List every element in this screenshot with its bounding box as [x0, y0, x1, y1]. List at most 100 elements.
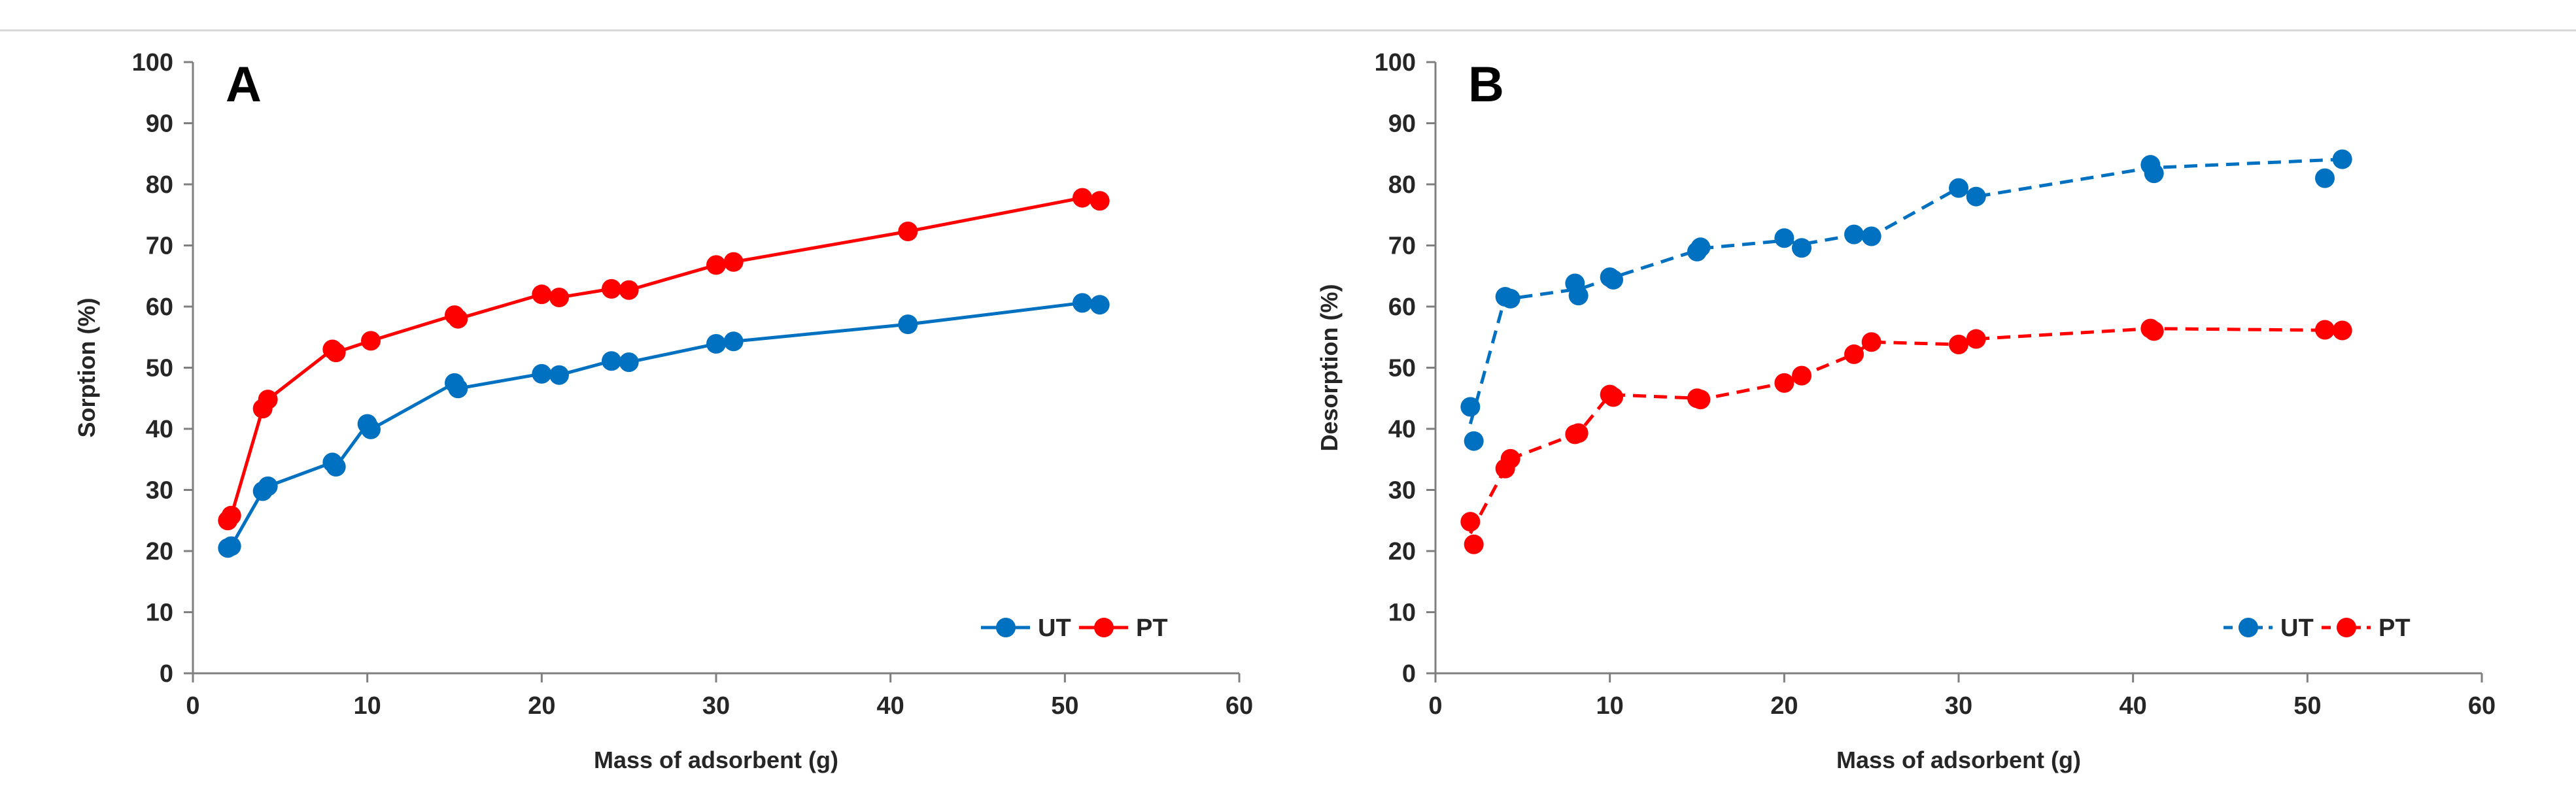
chart-a-series-ut-point	[221, 536, 241, 556]
chart-b-series-ut-line	[1468, 158, 2343, 425]
chart-b-x-tick-label: 50	[2293, 692, 2321, 720]
chart-b-y-tick-label: 90	[1388, 110, 1416, 138]
chart-b-series-ut-point	[1464, 431, 1484, 451]
chart-a-series-pt-line	[226, 196, 1101, 522]
chart-a-legend-pt-marker	[1094, 618, 1114, 637]
chart-b-y-tick-label: 60	[1388, 294, 1416, 321]
chart-b-y-tick-label: 40	[1388, 416, 1416, 443]
chart-b-x-axis-title: Mass of adsorbent (g)	[1836, 747, 2081, 773]
chart-a-y-tick-label: 20	[146, 538, 173, 565]
chart-b-x-tick-label: 30	[1945, 692, 1972, 720]
chart-a-series-pt-point	[549, 287, 569, 307]
chart-a-series-ut-point	[619, 352, 639, 373]
chart-b-series-pt-point	[2315, 320, 2335, 340]
chart-b-y-tick-label: 0	[1402, 660, 1416, 688]
chart-a-series-ut-point	[898, 314, 918, 335]
chart-a-legend-ut-label: UT	[1038, 614, 1071, 642]
chart-a-y-tick-label: 10	[146, 599, 173, 627]
chart-b-series-pt-point	[1792, 365, 1812, 386]
chart-b-legend-ut-label: UT	[2280, 614, 2314, 642]
chart-b-x-tick-label: 0	[1428, 692, 1442, 720]
chart-a-series-pt-point	[723, 252, 744, 272]
chart-a-y-tick-label: 50	[146, 355, 173, 382]
chart-a-series-pt-point	[326, 343, 346, 363]
chart-b-series-ut-point	[1604, 269, 1623, 290]
chart-b-y-tick-label: 30	[1388, 477, 1416, 505]
chart-b-y-tick-label: 100	[1375, 49, 1416, 76]
chart-b-series-pt-line	[1469, 327, 2343, 535]
chart-a-y-tick-label: 60	[146, 294, 173, 321]
chart-a-series-pt-point	[221, 505, 241, 526]
chart-a-series-pt-point	[706, 255, 726, 275]
chart-b-series-ut-point	[1949, 178, 1968, 198]
chart-a-y-tick-label: 70	[146, 233, 173, 260]
chart-a-series-pt-point	[532, 284, 552, 305]
chart-a-panel-letter: A	[226, 57, 262, 112]
chart-a-series-pt-point	[361, 331, 381, 351]
top-divider-line	[0, 29, 2576, 31]
chart-b-x-tick-label: 40	[2120, 692, 2147, 720]
chart-b-series-pt-point	[1774, 373, 1795, 393]
chart-b-series-pt-point	[1464, 534, 1484, 554]
chart-b-series-pt-point	[2144, 321, 2164, 341]
chart-a-series-ut-point	[326, 456, 346, 477]
chart-a-y-tick-label: 90	[146, 110, 173, 138]
chart-b-series-pt-point	[1949, 334, 1968, 354]
chart-a-series-pt-point	[602, 278, 621, 299]
chart-b-series-pt-point	[1691, 390, 1711, 410]
chart-a-legend-pt-label: PT	[1136, 614, 1168, 642]
chart-b-panel-letter: B	[1468, 57, 1504, 112]
chart-a-x-axis-title: Mass of adsorbent (g)	[594, 747, 838, 773]
chart-b-series-ut-point	[1861, 226, 1881, 246]
chart-b-x-tick-label: 10	[1596, 692, 1624, 720]
chart-b-x-tick-label: 60	[2468, 692, 2496, 720]
chart-b-series-pt-point	[1966, 329, 1986, 349]
chart-b-series-pt-point	[2332, 320, 2352, 341]
chart-a-series-ut-point	[1073, 293, 1092, 313]
chart-b-y-tick-label: 50	[1388, 355, 1416, 382]
chart-a-x-tick-label: 20	[528, 692, 555, 720]
chart-a-series-pt-point	[1090, 191, 1110, 211]
chart-b-y-tick-label: 70	[1388, 233, 1416, 260]
chart-b-y-tick-label: 80	[1388, 171, 1416, 199]
chart-b-y-axis-title: Desorption (%)	[1316, 284, 1343, 452]
chart-a-x-tick-label: 50	[1051, 692, 1078, 720]
chart-a-series-ut-point	[361, 419, 381, 439]
chart-b-series-ut-point	[1844, 224, 1864, 244]
chart-a-series-ut-point	[258, 476, 278, 496]
chart-a-x-tick-label: 30	[702, 692, 730, 720]
chart-a-y-tick-label: 100	[132, 49, 173, 76]
chart-b-series-pt-point	[1500, 448, 1520, 469]
chart-b-series-ut-point	[1568, 286, 1589, 306]
chart-b-legend-pt-label: PT	[2379, 614, 2411, 642]
chart-a-x-tick-label: 10	[354, 692, 381, 720]
chart-b-series-pt-point	[1568, 423, 1589, 443]
chart-a-series-ut-point	[532, 363, 552, 384]
chart-b-series-ut-point	[2144, 163, 2164, 184]
chart-a-x-tick-label: 40	[877, 692, 904, 720]
chart-b-series-ut-point	[1460, 397, 1481, 417]
chart-b-series-ut-point	[1774, 228, 1795, 248]
chart-a-x-tick-label: 60	[1226, 692, 1253, 720]
chart-b-y-tick-label: 10	[1388, 599, 1416, 627]
chart-a-series-ut-point	[602, 351, 621, 371]
chart-b-series-ut-point	[1966, 186, 1986, 207]
chart-b-legend-pt-marker	[2337, 618, 2356, 637]
chart-a-series-pt-point	[898, 221, 918, 241]
chart-a-y-tick-label: 40	[146, 416, 173, 443]
chart-a-legend-ut-marker	[996, 618, 1016, 637]
chart-a-series-pt-point	[448, 309, 468, 329]
chart-b-x-tick-label: 20	[1770, 692, 1798, 720]
chart-b-series-ut-point	[2332, 149, 2352, 169]
chart-a-series-ut-point	[549, 365, 569, 385]
chart-b: 0 10 20 30 40 50 60 0 10 20 30 40 50 60 70 80 90 100 Mass …	[1316, 49, 2496, 773]
chart-b-series-ut-point	[1792, 238, 1812, 258]
chart-a-series-ut-point	[1090, 295, 1110, 315]
chart-b-series-ut-point	[1500, 288, 1520, 309]
chart-a-series-ut-point	[723, 331, 744, 352]
chart-a-series-ut-point	[448, 378, 468, 399]
chart-a-series-ut-point	[706, 334, 726, 354]
chart-a-series-pt-point	[258, 390, 278, 410]
chart-a-y-tick-label: 0	[160, 660, 173, 688]
